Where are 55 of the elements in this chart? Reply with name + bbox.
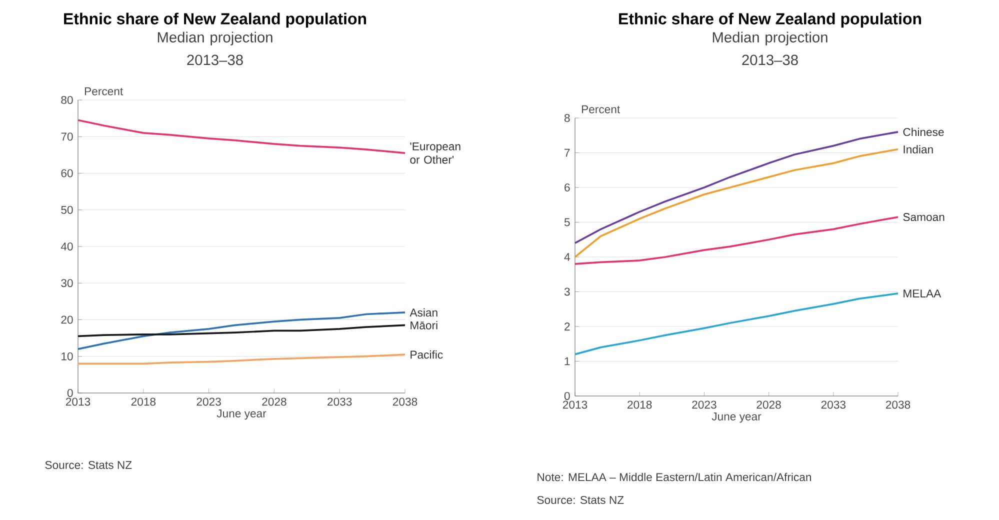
y-tick-label: 0 — [67, 388, 73, 397]
x-tick-label: 2013 — [562, 400, 588, 409]
y-tick-label: 20 — [61, 316, 73, 324]
text: Note: MELAA – Middle Eastern/Latin American/African — [538, 472, 811, 482]
y-tick-label: 2 — [564, 322, 570, 330]
y-tick-label: 60 — [61, 169, 73, 178]
y-tick-label: 6 — [564, 183, 570, 192]
x-axis-title: June year — [712, 412, 762, 423]
source-note: Source: Stats NZ — [45, 460, 132, 469]
line-series — [574, 130, 899, 244]
y-tick-label: 7 — [564, 148, 570, 157]
series-label: Asian — [410, 308, 438, 317]
x-tick-label: 2038 — [886, 400, 910, 409]
y-tick-label: 0 — [564, 392, 570, 400]
x-tick-label: 2023 — [692, 400, 716, 409]
y-axis-title: Percent — [582, 105, 620, 114]
chart-title: Ethnic share of New Zealand population — [64, 12, 366, 28]
line-series — [77, 119, 406, 154]
x-tick-label: 2018 — [628, 400, 652, 409]
line-series — [77, 311, 406, 350]
x-tick-label: 2028 — [756, 400, 781, 409]
y-tick-label: 5 — [564, 218, 570, 226]
x-tick-label: 2013 — [66, 398, 90, 406]
y-tick-label: 4 — [564, 253, 570, 261]
series-label: Chinese — [903, 128, 944, 136]
y-tick-label: 8 — [564, 114, 570, 122]
y-tick-label: 1 — [564, 357, 570, 366]
x-tick-label: 2033 — [821, 400, 846, 409]
y-tick-label: 10 — [62, 352, 73, 360]
y-tick-label: 50 — [61, 206, 73, 214]
line-series — [574, 292, 899, 356]
series-label: Māori — [410, 321, 438, 330]
x-tick-label: 2018 — [131, 398, 156, 406]
x-tick-label: 2033 — [328, 398, 352, 406]
series-label: 'European or Other' — [410, 142, 460, 164]
y-tick-label: 30 — [61, 279, 73, 288]
chart-subtitle: Median projection 2013–38 — [158, 32, 272, 66]
source-note: Source: Stats NZ — [537, 496, 624, 504]
chart-title: Ethnic share of New Zealand population — [619, 12, 922, 28]
y-tick-label: 80 — [61, 96, 73, 104]
line-series — [574, 148, 899, 258]
series-label: Samoan — [903, 213, 944, 222]
x-tick-label: 2038 — [392, 398, 418, 406]
x-tick-label: 2028 — [262, 398, 286, 406]
y-tick-label: 40 — [60, 242, 73, 250]
line-series — [574, 216, 899, 265]
x-tick-label: 2023 — [196, 398, 221, 406]
x-axis-title: June year — [216, 410, 266, 420]
y-axis-title: Percent — [84, 87, 124, 96]
series-label: Pacific — [410, 350, 443, 359]
y-tick-label: 3 — [564, 288, 570, 296]
series-label: MELAA — [904, 290, 942, 298]
y-tick-label: 70 — [61, 132, 73, 141]
chart-subtitle: Median projection 2013–38 — [712, 32, 828, 66]
series-label: Indian — [904, 145, 933, 154]
